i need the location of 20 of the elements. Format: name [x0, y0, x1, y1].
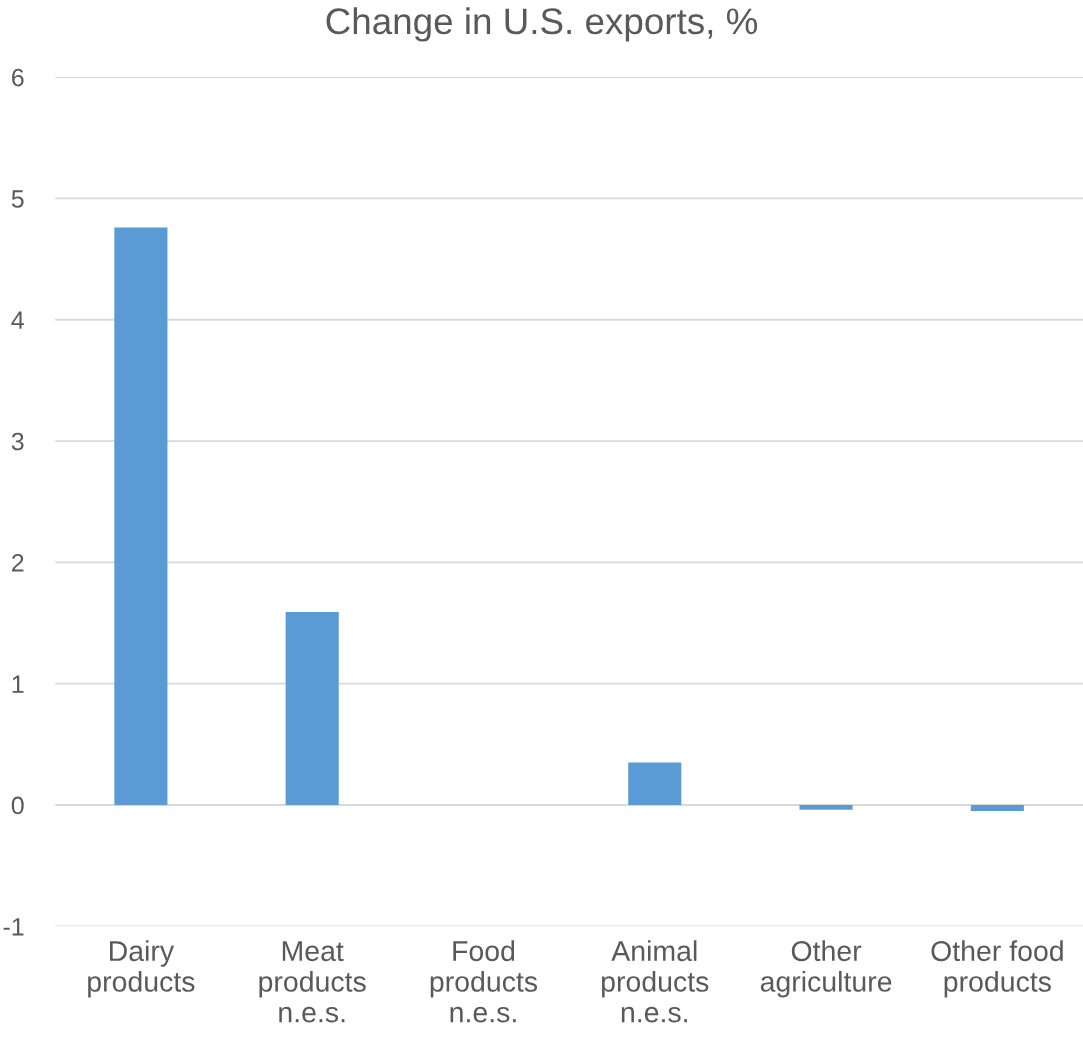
y-tick-label: 5: [11, 190, 24, 208]
bar: [970, 805, 1024, 812]
x-tick-label: Other agriculture: [760, 940, 892, 998]
x-tick-label: Animal products n.e.s.: [602, 940, 709, 1023]
bar: [285, 612, 339, 806]
y-tick-label: 3: [11, 432, 24, 451]
x-tick-label: Dairy products: [88, 940, 195, 998]
bar: [114, 227, 168, 806]
x-tick-label: Food products n.e.s.: [430, 940, 538, 1023]
y-tick-label: 2: [12, 553, 24, 572]
y-tick-label: 0: [11, 796, 24, 815]
x-tick-label: Meat products n.e.s.: [259, 941, 366, 1023]
bar: [799, 805, 853, 810]
y-tick-label: 4: [11, 311, 24, 329]
y-tick-label: -1: [3, 918, 24, 936]
bar: [628, 762, 682, 806]
chart-title: Change in U.S. exports, %: [326, 7, 758, 42]
y-tick-label: 1: [12, 675, 24, 693]
y-tick-label: 6: [12, 68, 24, 87]
x-tick-label: Other food products: [931, 940, 1063, 998]
